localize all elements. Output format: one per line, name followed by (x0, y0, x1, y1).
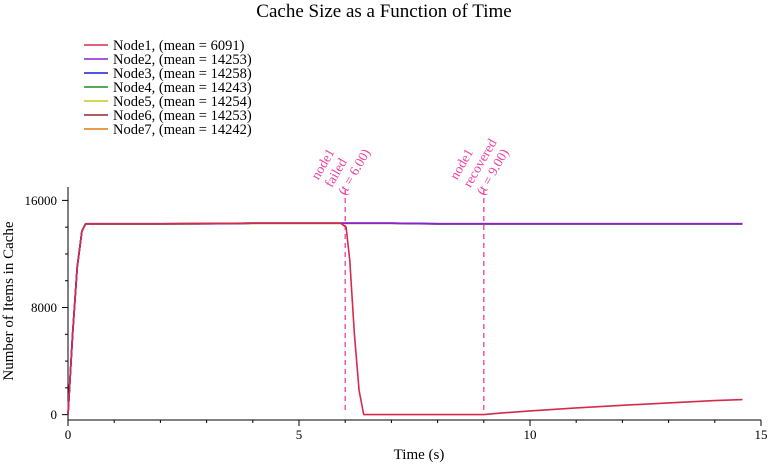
legend-label: Node7, (mean = 14242) (113, 122, 252, 138)
series-line-node1 (67, 222, 743, 416)
x-axis-label: Time (s) (394, 447, 445, 463)
series-line-node4 (67, 222, 743, 415)
legend: Node1, (mean = 6091)Node2, (mean = 14253… (84, 38, 252, 138)
legend-label: Node6, (mean = 14253) (113, 108, 252, 124)
y-tick-label: 16000 (25, 193, 58, 208)
legend-label: Node4, (mean = 14243) (113, 80, 252, 96)
legend-label: Node2, (mean = 14253) (113, 52, 252, 68)
x-tick-label: 15 (755, 427, 768, 442)
series-line-node2 (67, 222, 743, 415)
y-tick-label: 8000 (31, 300, 57, 315)
legend-label: Node1, (mean = 6091) (113, 38, 245, 54)
series-line-node7 (67, 222, 743, 415)
legend-label: Node5, (mean = 14254) (113, 94, 252, 110)
chart-title: Cache Size as a Function of Time (256, 1, 511, 22)
series-line-node5 (67, 222, 743, 415)
x-tick-label: 5 (296, 427, 303, 442)
plot-lines (67, 222, 743, 416)
axes: 0 5 10 15 0 8000 16000 (25, 187, 768, 442)
y-tick-label: 0 (51, 407, 58, 422)
x-tick-label: 10 (524, 427, 537, 442)
y-axis-label: Number of Items in Cache (1, 221, 17, 380)
series-line-node3 (67, 222, 743, 415)
x-tick-label: 0 (65, 427, 72, 442)
legend-label: Node3, (mean = 14258) (113, 66, 252, 82)
series-line-node6 (67, 222, 743, 415)
